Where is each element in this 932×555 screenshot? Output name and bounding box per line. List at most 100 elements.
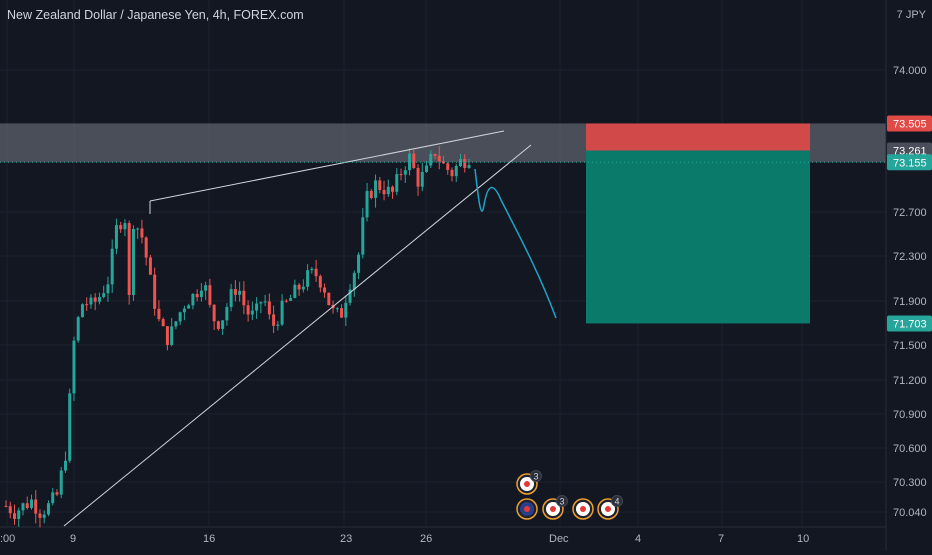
candle-body [403,170,407,175]
candle-body [12,513,16,519]
candle-body [267,301,271,315]
candle-body [301,286,305,290]
price-tick: 70.040 [893,507,927,519]
candle-body [216,321,220,329]
candle-body [80,304,84,318]
candle-body [323,287,327,293]
candle-body [463,158,467,168]
candle-body [395,174,399,192]
price-tick: 72.300 [893,251,927,263]
stop-loss-zone[interactable] [586,123,810,151]
candle-body [272,314,276,326]
candle-body [357,254,361,273]
price-tick: 70.900 [893,409,927,421]
candle-body [374,180,378,198]
candle-body [284,300,288,302]
time-tick: 26 [420,533,432,545]
candle-body [306,270,310,287]
time-tick: 9 [70,533,76,545]
candle-body [399,174,403,176]
candle-body [255,303,259,311]
time-tick: 7 [718,533,724,545]
symbol-title[interactable]: New Zealand Dollar / Japanese Yen, 4h, F… [7,8,304,22]
svg-text:3: 3 [559,497,564,507]
candle-body [102,293,106,298]
candle-body [68,393,72,461]
candle-body [42,514,46,518]
candle-body [89,297,93,305]
candle-body [446,163,450,170]
candle-body [348,289,352,303]
candle-body [153,274,157,309]
candle-body [391,186,395,192]
price-label-text: 73.155 [893,157,927,169]
candle-body [191,293,195,306]
price-label-text: 71.703 [893,318,927,330]
candle-body [110,248,114,285]
candle-body [340,308,344,318]
candle-body [233,289,237,295]
candle-body [335,308,339,310]
lower-trendline[interactable] [63,144,532,527]
event-icon[interactable] [516,498,538,520]
candle-body [208,285,212,305]
candle-body [46,503,50,515]
event-icon[interactable]: 3 [542,495,568,520]
candle-body [450,169,454,177]
candle-body [140,228,144,238]
candle-body [76,317,80,341]
candle-body [165,326,169,345]
candle-body [34,499,38,514]
candle-body [204,285,208,291]
projection-path[interactable] [474,168,557,319]
candle-body [344,302,348,318]
candle-body [467,165,471,168]
price-tick: 72.700 [893,207,927,219]
event-icon[interactable] [572,498,594,520]
candle-body [55,492,59,495]
candle-body [246,305,250,315]
candle-body [127,223,131,296]
candle-body [280,300,284,325]
candle-body [97,297,101,302]
time-axis[interactable]: :00 9 16 23 26 Dec 4 7 10 [0,533,809,545]
candle-body [199,290,203,298]
price-tick: 74.000 [893,65,927,77]
candle-body [4,505,8,507]
candle-body [437,155,441,162]
candle-body [119,225,123,230]
candle-body [63,460,67,471]
candle-body [229,289,233,307]
price-label-bg [887,315,932,332]
candle-body [416,168,420,187]
candle-body [378,180,382,191]
time-tick: 23 [340,533,352,545]
candle-body [85,304,89,306]
upper-trendline[interactable] [149,130,505,202]
event-icon[interactable]: 4 [597,495,623,520]
candle-body [242,290,246,306]
candle-body [352,272,356,290]
currency-label[interactable]: 7 JPY [896,9,926,21]
candle-body [195,293,199,298]
candle-body [310,268,314,271]
candle-body [221,320,225,329]
candle-body [29,499,33,509]
price-tick: 70.600 [893,443,927,455]
event-icon[interactable]: 3 [516,470,542,495]
candle-body [212,304,216,322]
price-tick: 71.200 [893,375,927,387]
candle-body [170,326,174,345]
candle-body [412,153,416,169]
take-profit-zone[interactable] [586,150,810,324]
candle-body [136,228,140,230]
candle-body [259,302,263,304]
candle-body [293,284,297,298]
price-tick: 71.500 [893,340,927,352]
candles [4,146,471,528]
price-axis[interactable]: 74.000 72.700 72.300 71.900 71.500 71.200 70.9… [893,65,927,519]
candle-body [93,297,97,302]
